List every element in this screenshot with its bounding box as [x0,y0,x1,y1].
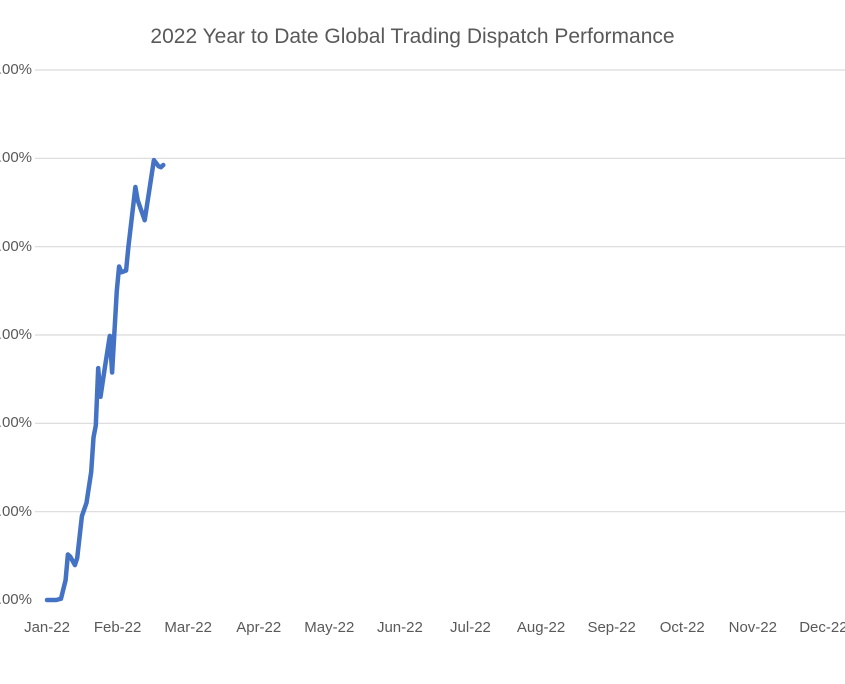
x-axis-label: Jul-22 [450,619,491,636]
y-axis-label: 100.00% [0,149,32,167]
y-axis-label: 40.00% [0,414,32,432]
x-axis-label: Oct-22 [659,619,705,636]
y-axis-label: 0.00% [0,591,32,608]
chart-title: 2022 Year to Date Global Trading Dispatc… [150,25,675,48]
y-axis-label: 80.00% [0,237,32,255]
performance-line [44,157,166,603]
x-axis-label: May-22 [304,619,355,636]
x-axis-label: Jan-22 [24,619,70,636]
x-axis-label: Sep-22 [587,619,636,636]
x-axis-label: Dec-22 [799,619,845,636]
y-axis-label: 60.00% [0,325,32,343]
x-axis-label: Feb-22 [93,619,142,636]
y-axis-label: 20.00% [0,502,32,520]
x-axis-label: Nov-22 [728,619,777,636]
x-axis-label: Jun-22 [376,619,423,636]
x-axis-label: Aug-22 [516,619,566,636]
y-axis-label: 120.00% [0,60,32,78]
x-axis-label: Apr-22 [236,619,282,636]
x-axis-label: Mar-22 [164,619,212,636]
